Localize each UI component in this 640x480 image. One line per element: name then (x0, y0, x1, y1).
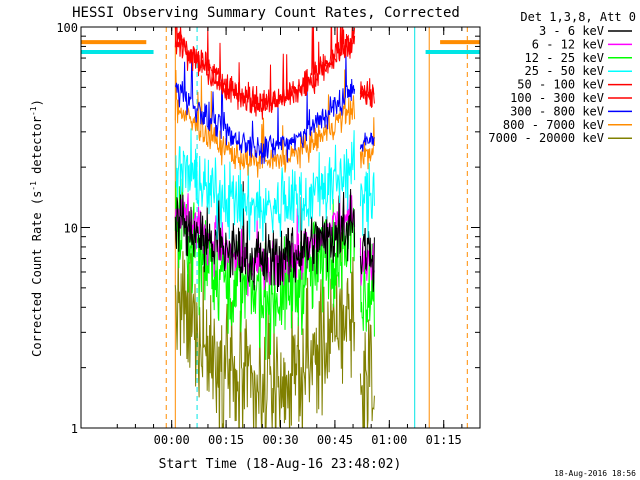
x-axis-label: Start Time (18-Aug-16 23:48:02) (159, 457, 402, 472)
y-tick-label: 1 (71, 422, 78, 436)
series-line (359, 243, 375, 337)
legend-label: 3 - 6 keV (539, 24, 604, 38)
y-tick-label: 100 (56, 21, 78, 35)
x-tick-label: 00:00 (154, 433, 190, 447)
x-axis-ticks: 00:00 00:15 00:30 00:45 01:00 01:15 (116, 27, 463, 447)
legend-label: 7000 - 20000 keV (488, 131, 604, 145)
legend-label: 50 - 100 keV (517, 78, 604, 92)
series-line (174, 51, 356, 165)
y-axis-label: Corrected Count Rate (s-1 detector-1) (29, 99, 44, 357)
flag-markers (81, 40, 480, 55)
plot-area (80, 26, 481, 429)
legend-label: 100 - 300 keV (510, 91, 604, 105)
legend-label: 800 - 7000 keV (503, 118, 604, 132)
x-tick-label: 00:30 (262, 433, 298, 447)
y-axis-ticks: 1 10 100 (56, 21, 480, 436)
series-line (359, 132, 375, 152)
series-line (359, 162, 375, 238)
series-line (174, 27, 356, 120)
timestamp: 18-Aug-2016 18:56 (554, 469, 636, 478)
series-line (174, 69, 356, 178)
x-tick-label: 01:15 (426, 433, 462, 447)
series-line (359, 117, 375, 170)
series-layer (174, 27, 375, 428)
y-tick-label: 10 (64, 222, 78, 236)
series-line (359, 319, 375, 428)
x-tick-label: 00:15 (208, 433, 244, 447)
series-line (359, 84, 375, 108)
series-line (174, 232, 356, 428)
legend-title: Det 1,3,8, Att 0 (520, 10, 636, 24)
series-line (174, 181, 356, 293)
series-line (359, 227, 375, 292)
legend-label: 6 - 12 keV (532, 37, 604, 51)
x-tick-label: 00:45 (317, 433, 353, 447)
chart-title: HESSI Observing Summary Count Rates, Cor… (72, 5, 460, 21)
legend-label: 25 - 50 keV (525, 64, 604, 78)
legend-label: 12 - 25 keV (525, 51, 604, 65)
legend-label: 300 - 800 keV (510, 104, 604, 118)
x-tick-label: 01:00 (371, 433, 407, 447)
series-line (175, 128, 356, 242)
